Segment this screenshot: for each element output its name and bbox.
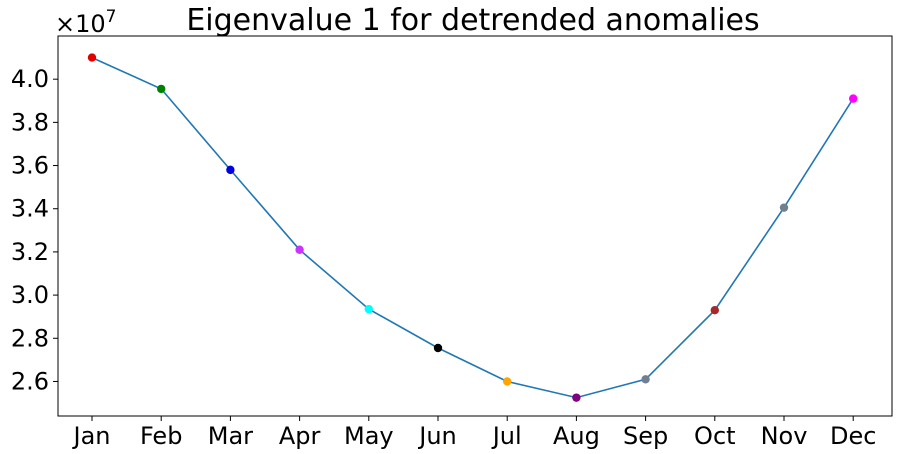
data-point-mar — [226, 165, 235, 175]
data-point-oct — [710, 306, 719, 315]
y-tick-label: 3.2 — [11, 238, 49, 266]
data-point-nov — [779, 203, 789, 212]
y-tick-label: 2.6 — [11, 367, 49, 395]
series-line — [91, 56, 854, 399]
y-tick-label: 3.0 — [11, 281, 49, 309]
data-point-aug — [572, 393, 581, 402]
x-tick-label: Jun — [417, 422, 457, 450]
x-tick-label: Mar — [208, 422, 253, 450]
x-tick-label: Oct — [694, 422, 736, 450]
plot-area: 2.6 2.8 3.0 3.2 3.4 3.6 3.8 4.0 Jan Feb Mar Apr May J… — [11, 35, 893, 450]
data-point-apr — [295, 245, 304, 254]
data-point-may — [364, 304, 373, 314]
y-tick-label: 4.0 — [11, 65, 49, 93]
x-tick-label: Jul — [491, 422, 522, 450]
data-point-jun — [433, 343, 443, 353]
data-point-feb — [157, 84, 166, 94]
x-tick-label: May — [344, 422, 394, 450]
y-tick-label: 3.6 — [11, 152, 49, 180]
x-tick-label: Dec — [830, 422, 876, 450]
x-tick-label: Nov — [761, 422, 808, 450]
x-tick-label: Feb — [140, 422, 183, 450]
data-point-dec — [849, 94, 858, 103]
y-tick-label: 2.8 — [11, 324, 49, 352]
data-point-jan — [87, 53, 97, 62]
axes-frame — [57, 35, 893, 417]
y-axis-offset-label: ×107 — [55, 7, 116, 38]
data-point-jul — [503, 377, 512, 386]
x-tick-label: Jan — [72, 422, 111, 450]
data-point-sep — [641, 375, 650, 384]
x-tick-label: Sep — [623, 422, 668, 450]
x-tick-label: Aug — [553, 422, 600, 450]
y-tick-label: 3.8 — [11, 108, 49, 136]
y-tick-label: 3.4 — [11, 195, 49, 223]
y-offset-exponent: 7 — [106, 7, 117, 27]
chart-title: Eigenvalue 1 for detrended anomalies — [186, 3, 759, 38]
x-tick-label: Apr — [279, 422, 321, 450]
y-offset-base: ×10 — [55, 10, 106, 38]
